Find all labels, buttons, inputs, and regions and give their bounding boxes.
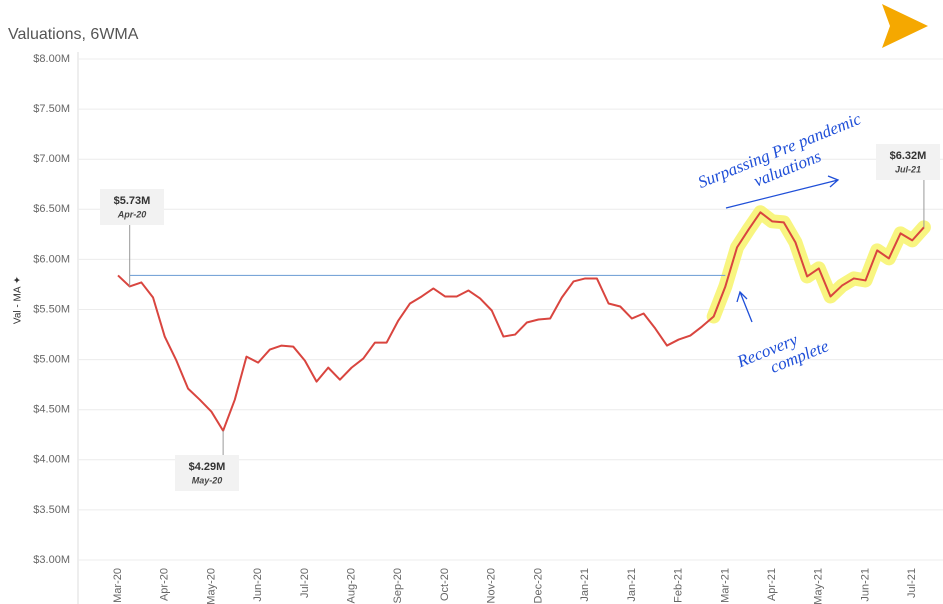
y-tick-label: $7.00M — [33, 153, 70, 165]
x-tick-label: Apr-21 — [766, 568, 778, 601]
chart-title: Valuations, 6WMA — [8, 26, 139, 43]
x-tick-label: Oct-20 — [439, 568, 451, 601]
x-tick-label: Sep-20 — [392, 568, 404, 603]
x-tick-label: Jan-21 — [626, 568, 638, 602]
x-tick-label: Dec-20 — [532, 568, 544, 603]
x-tick-label: Aug-20 — [346, 568, 358, 603]
x-tick-label: May-21 — [813, 568, 825, 604]
y-tick-label: $8.00M — [33, 53, 70, 65]
data-label: $6.32M — [890, 150, 927, 162]
callout-box — [175, 455, 239, 491]
x-tick-label: Jul-20 — [299, 568, 311, 598]
note-arrow — [725, 175, 840, 209]
data-label-date: May-20 — [192, 475, 223, 485]
data-label-date: Apr-20 — [117, 209, 147, 219]
data-label: $5.73M — [114, 195, 151, 207]
y-tick-label: $7.50M — [33, 103, 70, 115]
x-tick-label: Jun-20 — [252, 568, 264, 602]
x-tick-label: Jun-21 — [859, 568, 871, 602]
data-label: $4.29M — [189, 461, 226, 473]
note-arrow — [736, 290, 753, 323]
y-tick-label: $4.50M — [33, 404, 70, 416]
y-tick-label: $5.50M — [33, 303, 70, 315]
data-label-date: Jul-21 — [895, 164, 921, 174]
callout-box — [100, 189, 164, 225]
y-tick-label: $4.00M — [33, 454, 70, 466]
x-tick-label: Feb-21 — [673, 568, 685, 603]
x-tick-label: Nov-20 — [486, 568, 498, 603]
x-tick-label: Mar-20 — [112, 568, 124, 603]
y-tick-label: $3.00M — [33, 554, 70, 566]
highlight — [706, 205, 931, 324]
callout-box — [876, 144, 940, 180]
x-tick-label: Mar-21 — [719, 568, 731, 603]
x-tick-label: Jan-21 — [579, 568, 591, 602]
y-tick-label: $6.00M — [33, 253, 70, 265]
logo — [882, 4, 928, 48]
x-tick-label: Apr-20 — [159, 568, 171, 601]
y-tick-label: $5.00M — [33, 354, 70, 366]
y-axis-label: Val - MA ✦ — [13, 276, 24, 324]
y-tick-label: $3.50M — [33, 504, 70, 516]
x-tick-label: May-20 — [205, 568, 217, 604]
y-tick-label: $6.50M — [33, 203, 70, 215]
series-line — [117, 211, 925, 432]
x-tick-label: Jul-21 — [906, 568, 918, 598]
